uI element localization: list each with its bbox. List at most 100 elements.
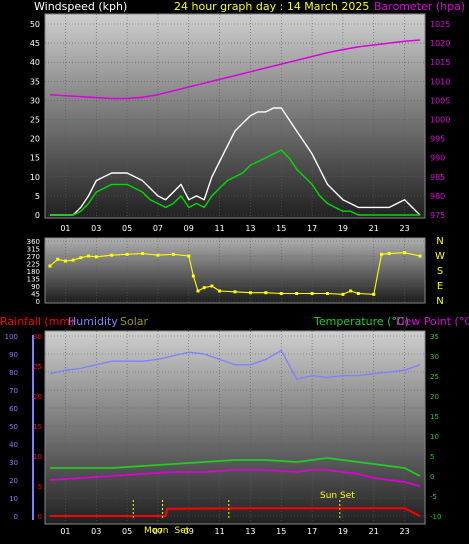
humidity-tick-label: 100	[5, 333, 18, 341]
wind-x-tick-label: 17	[307, 224, 317, 233]
temperature-x-tick-label: 19	[338, 527, 348, 536]
graph-title: 24 hour graph day : 14 March 2025	[174, 0, 369, 13]
wind-x-tick-label: 03	[91, 224, 101, 233]
direction-tick-label: 315	[27, 246, 40, 254]
humidity-tick-label: 20	[9, 477, 18, 485]
temperature-x-tick-label: 09	[184, 527, 194, 536]
temperature-x-axis: 01 03 05 07 09 11 13 15 17 19 21 23	[60, 527, 409, 536]
wind-tick-label: 30	[30, 96, 40, 105]
temperature-series	[49, 349, 421, 520]
compass-label: N	[436, 236, 443, 247]
wind-grid	[45, 14, 425, 218]
wind-tick-label: 10	[30, 173, 40, 182]
rain-tick-label: 25	[33, 363, 42, 371]
rain-tick-label: 15	[33, 423, 42, 431]
temperature-x-tick-label: 23	[399, 527, 409, 536]
temperature-x-tick-label: 05	[122, 527, 132, 536]
wind-x-tick-label: 05	[122, 224, 132, 233]
rain-tick-label: 5	[38, 483, 42, 491]
barometer-tick-label: 980	[430, 192, 445, 201]
barometer-tick-label: 1015	[430, 58, 450, 67]
humidity-tick-label: 50	[9, 423, 18, 431]
rain-tick-label: 20	[33, 393, 42, 401]
humidity-left-axis: 0 10 20 30 40 50 60 70 80 90 100	[5, 333, 18, 521]
direction-tick-label: 45	[31, 291, 40, 299]
wind-tick-label: 40	[30, 58, 40, 67]
wind-tick-label: 5	[35, 192, 40, 201]
wind-x-tick-label: 19	[338, 224, 348, 233]
temperature-tick-label: 35	[430, 333, 439, 341]
rain-tick-label: 0	[38, 513, 42, 521]
temperature-right-axis: -10 -5 0 5 10 15 20 25 30 35	[430, 333, 441, 521]
temperature-x-tick-label: 13	[245, 527, 255, 536]
temperature-tick-label: 25	[430, 373, 439, 381]
barometer-tick-label: 1010	[430, 77, 450, 86]
humidity-tick-label: 0	[14, 513, 18, 521]
barometer-tick-label: 990	[430, 154, 445, 163]
humidity-tick-label: 10	[9, 495, 18, 503]
temperature-x-tick-label: 15	[276, 527, 286, 536]
wind-x-tick-label: 07	[153, 224, 163, 233]
direction-trace	[49, 252, 421, 295]
wind-tick-label: 0	[35, 211, 40, 220]
moon-set-label: Moon Set	[144, 526, 190, 536]
barometer-tick-label: 1025	[430, 20, 450, 29]
barometer-tick-label: 1005	[430, 96, 450, 105]
compass-label: W	[435, 251, 445, 262]
barometer-right-axis: 975 980 985 990 995 1000 1005 1010 1015 1020 1025	[430, 20, 450, 220]
humidity-tick-label: 30	[9, 459, 18, 467]
wind-tick-label: 15	[30, 154, 40, 163]
legend-solar: Solar	[120, 315, 149, 328]
temperature-x-tick-label: 11	[214, 527, 224, 536]
wind-tick-label: 20	[30, 135, 40, 144]
temperature-tick-label: 30	[430, 353, 439, 361]
temperature-tick-label: 15	[430, 413, 439, 421]
legend-dew-point: Dew Point (°C)	[396, 315, 469, 328]
wind-tick-label: 50	[30, 20, 40, 29]
rain-tick-label: 10	[33, 453, 42, 461]
direction-tick-label: 225	[27, 261, 40, 269]
temperature-grid	[45, 331, 425, 524]
humidity-line	[49, 349, 421, 380]
barometer-line	[49, 39, 421, 100]
barometer-axis-title: Barometer (hpa)	[374, 0, 465, 13]
wind-gust-line	[50, 107, 421, 216]
sun-set-label: Sun Set	[320, 491, 355, 501]
wind-tick-label: 45	[30, 39, 40, 48]
barometer-tick-label: 985	[430, 173, 445, 182]
rain-left-axis: 0 5 10 15 20 25 30	[33, 333, 42, 521]
humidity-tick-label: 70	[9, 387, 18, 395]
temperature-tick-label: 0	[430, 473, 434, 481]
temperature-tick-label: -10	[430, 513, 441, 521]
legend-rainfall: Rainfall (mm)	[0, 315, 74, 328]
legend-temperature: Temperature (°C)	[313, 315, 409, 328]
legend-humidity: Humidity	[68, 315, 118, 328]
humidity-tick-label: 40	[9, 441, 18, 449]
wind-series	[49, 39, 421, 216]
barometer-tick-label: 975	[430, 211, 445, 220]
direction-tick-label: 180	[27, 268, 40, 276]
direction-series	[48, 251, 422, 296]
temperature-tick-label: 10	[430, 433, 439, 441]
wind-x-tick-label: 23	[399, 224, 409, 233]
direction-tick-label: 360	[27, 238, 40, 246]
wind-x-tick-label: 21	[369, 224, 379, 233]
direction-tick-label: 90	[31, 283, 40, 291]
temperature-tick-label: 5	[430, 453, 434, 461]
wind-x-tick-label: 11	[214, 224, 224, 233]
compass-label: S	[437, 266, 443, 277]
humidity-tick-label: 90	[9, 351, 18, 359]
temperature-x-tick-label: 03	[91, 527, 101, 536]
barometer-tick-label: 1000	[430, 116, 450, 125]
compass-label: E	[437, 281, 443, 292]
direction-tick-label: 135	[27, 276, 40, 284]
direction-tick-label: 0	[36, 298, 40, 306]
dew-point-line	[49, 469, 421, 487]
wind-average-line	[50, 149, 420, 216]
barometer-tick-label: 1020	[430, 39, 450, 48]
